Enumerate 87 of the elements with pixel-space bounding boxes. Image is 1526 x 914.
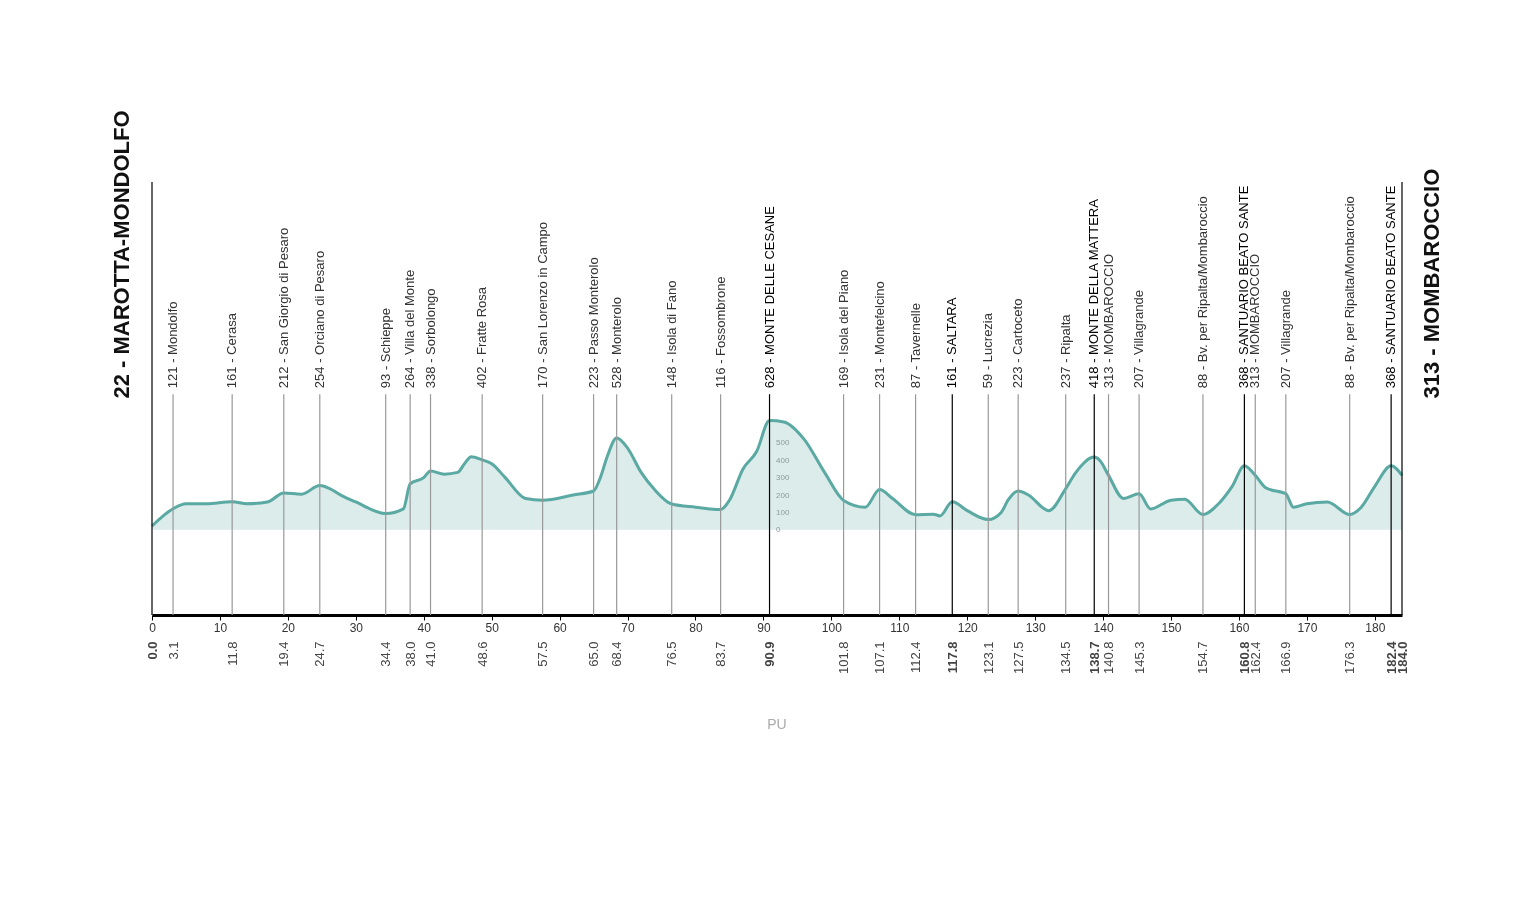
ref-line-label: 207 - Villagrande: [1131, 290, 1147, 389]
ref-line-label: 237 - Ripalta: [1057, 313, 1073, 389]
y-tick-label: 200: [776, 490, 790, 500]
ref-line-label: 223 - Cartoceto: [1010, 298, 1026, 389]
x-tick-label: 30: [349, 620, 364, 635]
y-tick-label: 300: [776, 473, 790, 483]
x2-tick-label: 3.1: [165, 641, 181, 660]
ref-line-label: 161 - SALTARA: [944, 297, 960, 389]
ref-line-label: 313 - MOMBAROCCIO: [1247, 253, 1263, 389]
x2-tick-label: 117.8: [944, 641, 960, 674]
x2-tick-label: 48.6: [474, 641, 490, 667]
ref-line-label: 231 - Montefelcino: [871, 281, 887, 389]
x-tick-label: 100: [821, 620, 843, 635]
x2-tick-label: 154.7: [1195, 641, 1211, 675]
ref-line-label: 338 - Sorbolongo: [422, 288, 438, 389]
x2-tick-label: 107.1: [872, 641, 888, 675]
x2-tick-label: 38.0: [402, 641, 418, 667]
x2-tick-label: 24.7: [312, 641, 328, 667]
x2-tick-label: 83.7: [713, 641, 729, 667]
x-tick-label: 130: [1025, 620, 1046, 635]
x2-tick-label: 19.4: [276, 641, 292, 667]
x2-tick-label: 90.9: [762, 641, 778, 667]
ref-line-label: 628 - MONTE DELLE CESANE: [761, 205, 777, 389]
x-tick-label: 60: [553, 620, 568, 635]
x2-tick-label: 134.5: [1058, 641, 1074, 675]
ref-line-label: 212 - San Giorgio di Pesaro: [275, 227, 291, 389]
x2-tick-label: 0.0: [144, 641, 160, 660]
x2-tick-label: 11.8: [224, 641, 240, 666]
x-tick-label: 170: [1297, 620, 1318, 635]
x2-tick-label: 65.0: [586, 641, 602, 667]
x-tick-label: 50: [485, 620, 500, 635]
ref-line-label: 402 - Fratte Rosa: [474, 286, 490, 389]
x2-tick-label: 68.4: [609, 641, 625, 667]
x-tick-label: 40: [417, 620, 432, 635]
x-tick-label: 120: [957, 620, 979, 635]
x2-tick-label: 112.4: [908, 641, 924, 674]
ref-line-label: 313 - MOMBAROCCIO: [1100, 253, 1116, 389]
x2-tick-label: 57.5: [535, 641, 551, 667]
y-tick-label: 500: [776, 438, 790, 448]
ref-line-label: 161 - Cerasa: [224, 312, 240, 389]
x2-tick-label: 41.0: [423, 641, 439, 667]
x2-tick-label: 123.1: [980, 641, 996, 675]
ref-line-label: 88 - Bv. per Ripalta/Mombaroccio: [1341, 196, 1357, 389]
x-tick-label: 10: [213, 620, 228, 635]
x-tick-label: 150: [1161, 620, 1182, 635]
x2-tick-label: 160.8: [1236, 641, 1252, 675]
ref-line-label: 121 - Mondolfo: [165, 301, 181, 389]
x2-tick-label: 34.4: [378, 641, 394, 667]
ref-line-label: 116 - Fossombrone: [712, 276, 728, 389]
x2-tick-label: 166.9: [1278, 641, 1294, 675]
ref-line-label: 223 - Passo Monterolo: [585, 257, 601, 389]
x-tick-label: 0: [149, 620, 157, 635]
ref-line-label: 87 - Tavernelle: [907, 303, 923, 389]
ref-line-label: 368 - SANTUARIO BEATO SANTE: [1383, 185, 1399, 389]
x-tick-label: 20: [281, 620, 296, 635]
text: 22 - MAROTTA-MONDOLFO: [109, 110, 134, 399]
ref-line-label: 148 - Isola di Fano: [663, 280, 679, 389]
ref-line-label: 528 - Monterolo: [608, 297, 624, 389]
y-tick-label: 100: [776, 507, 790, 517]
x-tick-label: 140: [1093, 620, 1114, 635]
x-tick-label: 160: [1229, 620, 1250, 635]
x-tick-label: 110: [890, 620, 910, 635]
ref-line-label: 418 - MONTE DELLA MATTERA: [1086, 198, 1102, 389]
x2-tick-label: 101.8: [836, 641, 852, 675]
ref-line-label: 88 - Bv. per Ripalta/Mombaroccio: [1194, 196, 1210, 389]
x-tick-label: 70: [621, 620, 636, 635]
text: 313 - MOMBAROCCIO: [1419, 168, 1444, 399]
ref-line-label: 93 - Schieppe: [377, 307, 393, 389]
y-tick-label: 0: [776, 525, 781, 535]
ref-line-label: 264 - Villa del Monte: [402, 269, 418, 389]
ref-line-label: 169 - Isola del Piano: [835, 269, 851, 389]
y-tick-label: 400: [776, 455, 790, 465]
x2-tick-label: 176.3: [1342, 641, 1358, 675]
ref-line-label: 59 - Lucrezia: [980, 312, 996, 389]
x-tick-label: 180: [1365, 620, 1386, 635]
ref-line-label: 254 - Orciano di Pesaro: [311, 250, 327, 389]
x2-tick-label: 138.7: [1086, 641, 1102, 675]
x2-tick-label: 182.4: [1383, 640, 1399, 675]
ref-line-label: 170 - San Lorenzo in Campo: [534, 221, 550, 389]
ref-line-label: 207 - Villagrande: [1277, 290, 1293, 389]
x2-tick-label: 76.5: [664, 641, 680, 667]
x-tick-label: 80: [689, 620, 703, 635]
x2-tick-label: 140.8: [1101, 641, 1117, 675]
text: PU: [767, 716, 787, 732]
x-tick-label: 90: [757, 620, 771, 635]
x2-tick-label: 127.5: [1010, 641, 1026, 675]
x2-tick-label: 145.3: [1131, 641, 1147, 675]
